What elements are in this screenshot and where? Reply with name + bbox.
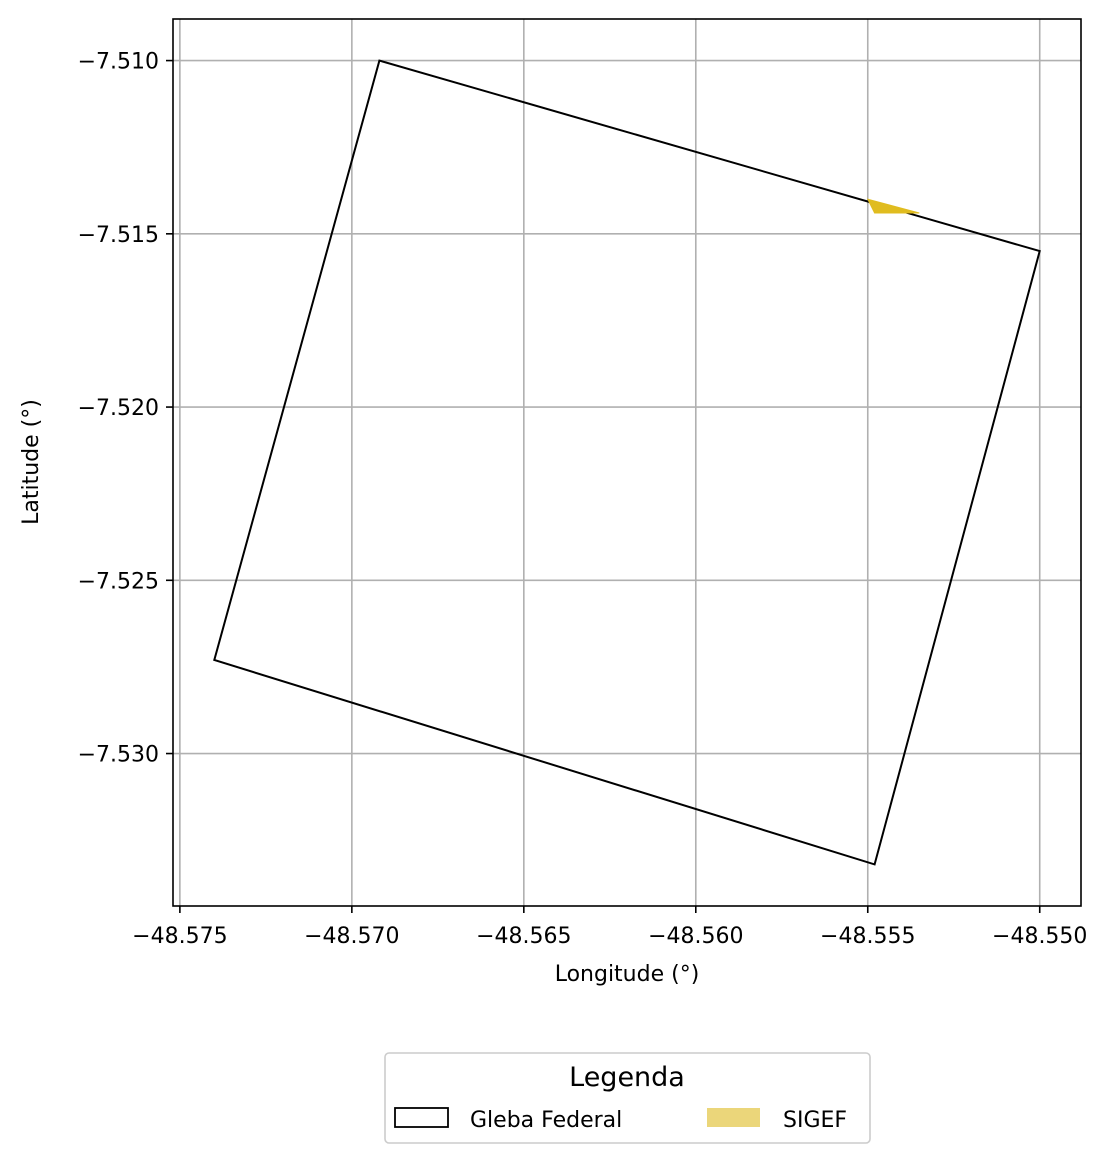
y-tick-label: −7.520 (78, 396, 159, 421)
legend-label-sigef: SIGEF (783, 1108, 847, 1133)
y-tick-label: −7.515 (78, 223, 159, 248)
y-tick-label: −7.510 (78, 50, 159, 75)
sigef-polygon (866, 198, 920, 214)
legend-label-gleba-federal: Gleba Federal (470, 1108, 622, 1133)
gleba-federal-polygon (213, 59, 1041, 866)
x-tick-label: −48.575 (132, 924, 227, 949)
y-tick-label: −7.525 (78, 569, 159, 594)
y-axis-label: Latitude (°) (19, 399, 44, 525)
x-tick-label: −48.550 (992, 924, 1087, 949)
legend-swatch-gleba-federal (394, 1107, 449, 1128)
plot-frame (172, 18, 1082, 907)
x-tick-label: −48.560 (648, 924, 743, 949)
x-axis-label: Longitude (°) (555, 962, 700, 987)
y-tick-label: −7.530 (78, 743, 159, 768)
x-tick-label: −48.570 (304, 924, 399, 949)
legend-title: Legenda (569, 1062, 685, 1093)
legend-swatch-sigef (707, 1108, 760, 1127)
x-tick-label: −48.565 (476, 924, 571, 949)
gridlines (173, 19, 1081, 906)
legend: Legenda Gleba Federal SIGEF (384, 1052, 871, 1144)
map-layers (213, 59, 1041, 866)
x-tick-label: −48.555 (820, 924, 915, 949)
y-axis-ticks: −7.510 −7.515 −7.520 −7.525 −7.530 (78, 50, 173, 768)
x-axis-ticks: −48.575 −48.570 −48.565 −48.560 −48.555 −48.5… (132, 906, 1087, 949)
